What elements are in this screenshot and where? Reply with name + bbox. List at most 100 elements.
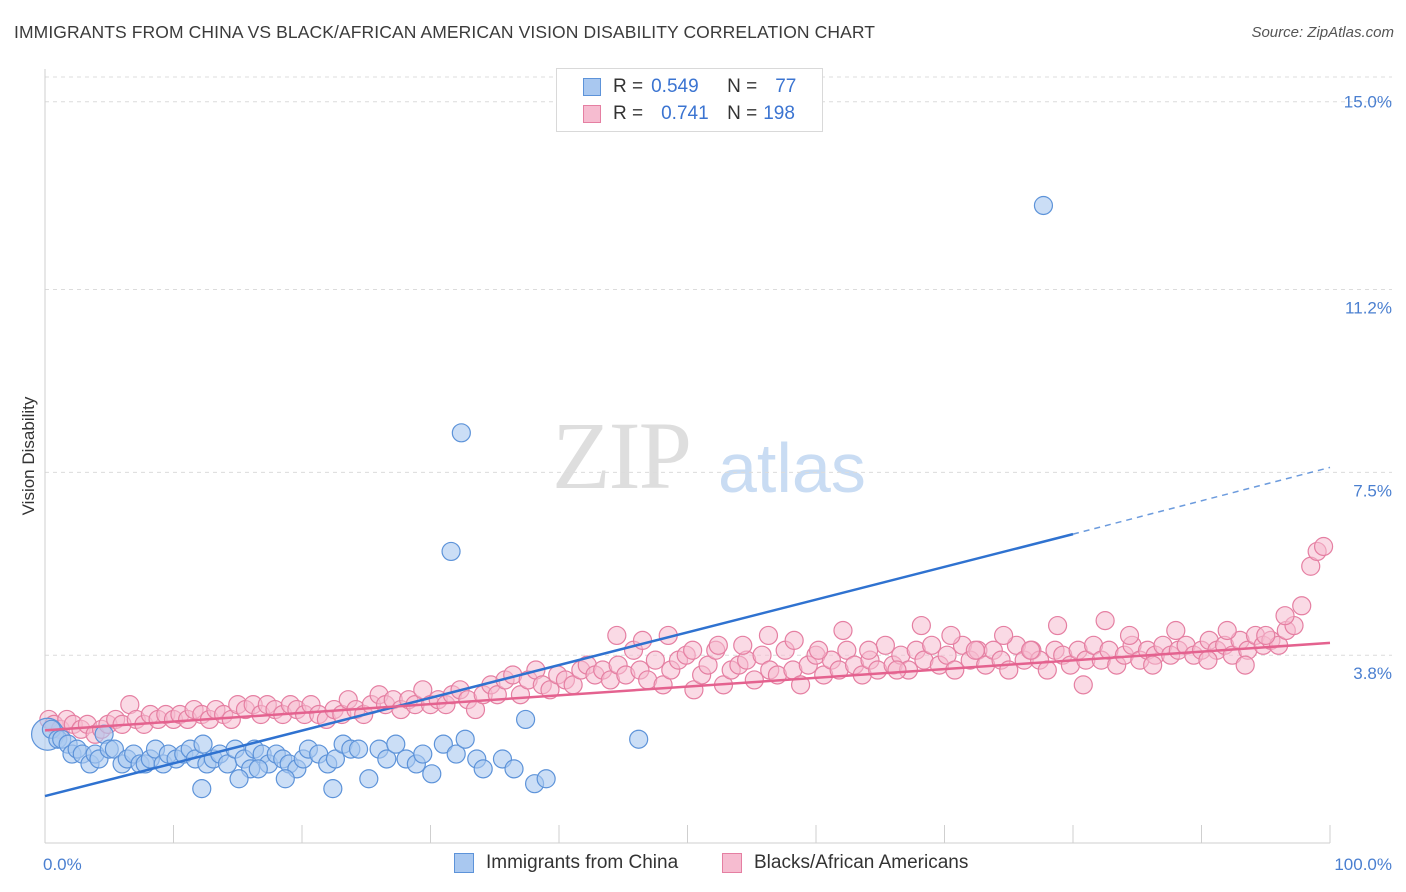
legend-row-china: R = 0.549 N = 77: [583, 75, 796, 99]
chart-title: IMMIGRANTS FROM CHINA VS BLACK/AFRICAN A…: [14, 22, 876, 42]
data-point-black: [1198, 650, 1218, 670]
data-point-china: [473, 759, 493, 779]
legend-swatch-china: [583, 78, 601, 96]
data-point-black: [837, 640, 857, 660]
data-point-black: [994, 625, 1014, 646]
series-legend-label-black: Blacks/African Americans: [754, 852, 969, 873]
data-point-black: [1235, 655, 1255, 675]
data-point-china: [275, 769, 295, 789]
data-point-black: [1143, 655, 1163, 675]
data-point-black: [922, 635, 942, 655]
tick-labels: 3.8% 7.5% 11.2% 15.0% 0.0% 100.0%: [43, 93, 1392, 874]
data-point-black: [1166, 620, 1186, 641]
data-point-black: [937, 645, 957, 665]
data-point-black: [758, 625, 779, 646]
x-tick-label-min: 0.0%: [43, 855, 82, 874]
data-point-china: [104, 739, 124, 759]
data-point-china: [359, 769, 379, 789]
data-point-china: [377, 749, 397, 769]
data-point-black: [1313, 536, 1334, 557]
data-point-black: [1292, 596, 1312, 616]
y-tick-label: 15.0%: [1344, 93, 1392, 112]
data-point-black: [965, 640, 985, 660]
series-legend-label-china: Immigrants from China: [486, 852, 679, 873]
data-point-china: [629, 729, 649, 749]
data-point-black: [645, 650, 665, 670]
data-point-china: [446, 744, 466, 764]
trend-line-china-extension: [1072, 466, 1331, 535]
data-point-black: [1217, 620, 1237, 641]
data-point-china: [325, 749, 346, 769]
data-point-black: [911, 615, 931, 636]
series-legend-swatch-china: [454, 853, 474, 873]
data-point-china: [413, 744, 433, 764]
y-axis-label: Vision Disability: [19, 396, 38, 515]
data-point-black: [859, 640, 879, 660]
data-point-china: [386, 734, 406, 754]
chart-source: Source: ZipAtlas.com: [1251, 24, 1394, 41]
legend-r-value-china: 0.549: [651, 76, 699, 97]
data-point-china: [348, 739, 369, 759]
data-point-china: [1033, 195, 1054, 216]
x-tick-label-max: 100.0%: [1334, 855, 1392, 874]
trend-lines: [44, 466, 1331, 798]
data-point-black: [1047, 615, 1068, 636]
data-point-china: [193, 734, 213, 754]
data-point-black: [875, 635, 895, 655]
data-point-china: [504, 759, 524, 779]
watermark-atlas: atlas: [718, 429, 866, 507]
data-point-black: [733, 635, 753, 655]
trend-line-black: [44, 641, 1331, 732]
data-point-black: [540, 680, 560, 700]
data-point-china: [455, 729, 475, 749]
data-point-black: [752, 645, 772, 665]
y-tick-label: 7.5%: [1353, 481, 1392, 500]
data-point-black: [708, 635, 728, 655]
data-point-black: [1095, 611, 1115, 631]
data-point-china: [229, 769, 249, 789]
series-legend-china: Immigrants from China: [454, 852, 678, 874]
data-point-black: [808, 640, 829, 660]
series-legend: Immigrants from China Blacks/African Ame…: [0, 852, 1406, 876]
data-point-black: [744, 670, 764, 690]
data-point-black: [698, 655, 718, 675]
data-point-china: [433, 734, 453, 754]
legend-r-value-black: 0.741: [661, 103, 709, 124]
legend-row-black: R = 0.741 N = 198: [583, 102, 795, 126]
data-point-black: [683, 640, 703, 660]
series-legend-black: Blacks/African Americans: [722, 852, 968, 874]
legend-n-value-china: 77: [775, 76, 797, 97]
data-point-china: [248, 759, 268, 779]
data-point-black: [1119, 625, 1140, 646]
y-tick-label: 3.8%: [1353, 664, 1392, 683]
legend-n-label: N =: [727, 76, 758, 97]
series-legend-swatch-black: [722, 853, 742, 873]
data-point-black: [784, 630, 804, 650]
axes: [44, 69, 1331, 844]
data-point-china: [441, 541, 461, 562]
data-point-china: [323, 779, 343, 799]
data-point-black: [1073, 675, 1093, 695]
legend-r-label: R =: [613, 103, 644, 124]
data-point-black: [607, 625, 627, 646]
data-point-black: [1020, 640, 1041, 660]
watermark-zip: ZIP: [552, 402, 692, 509]
data-point-china: [451, 423, 471, 443]
data-point-black: [1275, 606, 1295, 626]
correlation-legend: R = 0.549 N = 77 R = 0.741 N = 198: [556, 68, 823, 132]
data-point-china: [515, 709, 536, 730]
data-point-china: [536, 769, 556, 789]
data-point-black: [1256, 625, 1276, 646]
data-point-black: [833, 620, 853, 641]
grid-lines: [45, 76, 1392, 656]
legend-n-value-black: 198: [763, 103, 795, 124]
legend-n-label: N =: [727, 103, 758, 124]
data-point-china: [192, 779, 212, 799]
series-black-points: [39, 536, 1334, 744]
legend-r-label: R =: [613, 76, 644, 97]
data-point-black: [887, 660, 907, 680]
data-point-china: [422, 764, 442, 784]
trend-line-china: [44, 532, 1074, 798]
legend-swatch-black: [583, 105, 601, 123]
